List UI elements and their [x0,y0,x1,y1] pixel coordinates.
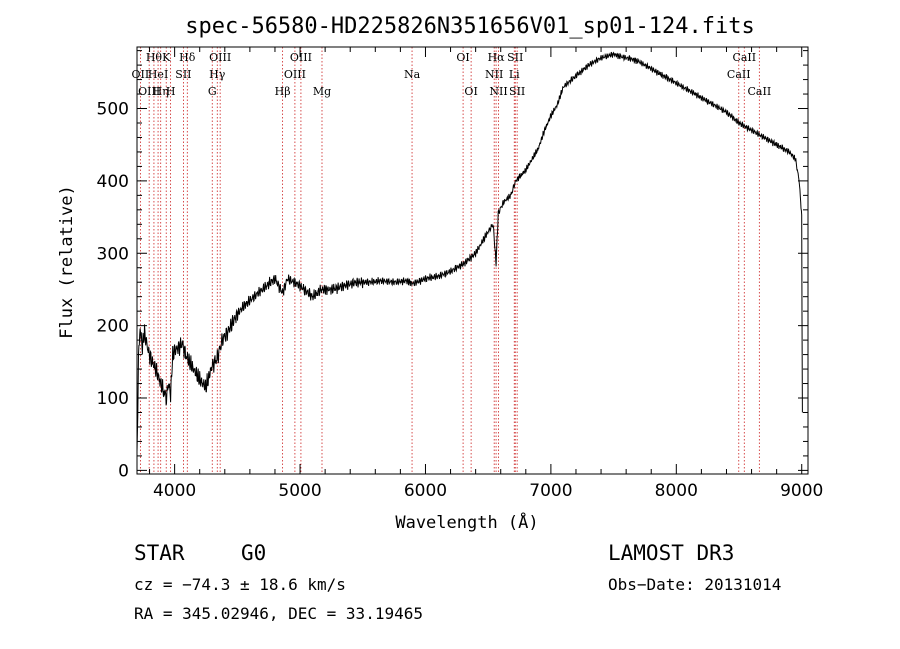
y-axis-label: Flux (relative) [57,185,77,339]
line-label-24: SII [509,85,525,98]
line-label-13: OIII [284,68,306,81]
line-label-18: OI [464,85,477,98]
line-label-17: OI [456,51,469,64]
line-label-10: Hγ [209,68,226,81]
line-label-1: OIII [138,85,160,98]
object-class: STAR [134,541,185,565]
plot-frame [136,46,809,475]
x-tick-label-2: 6000 [404,481,447,501]
survey-name: LAMOST DR3 [608,541,734,565]
line-label-26: CaII [732,51,756,64]
line-label-14: OIII [290,51,312,64]
line-label-0: OII [132,68,150,81]
object-subclass: G0 [241,541,266,565]
y-tick-label-2: 200 [97,317,129,337]
line-label-27: CaII [748,85,772,98]
line-label-12: Hβ [275,85,291,98]
line-label-3: HeI [148,68,168,81]
x-tick-label-3: 7000 [529,481,572,501]
y-tick-label-1: 100 [97,389,129,409]
line-label-15: Mg [313,85,331,98]
line-label-25: CaII [727,68,751,81]
x-tick-label-4: 8000 [655,481,698,501]
line-label-21: NII [489,85,507,98]
redshift-text: cz = −74.3 ± 18.6 km/s [134,575,346,594]
obs-date: Obs−Date: 20131014 [608,575,781,594]
x-tick-label-0: 4000 [153,481,196,501]
y-tick-label-0: 0 [118,461,129,481]
line-label-22: Li [509,68,520,81]
line-label-4: Hη [153,85,169,98]
spectrum-line [136,51,803,452]
x-axis-label: Wavelength (Å) [395,511,538,533]
line-label-11: OIII [209,51,231,64]
x-axis-ticks: 4000 5000 6000 7000 8000 9000 [149,47,823,501]
y-tick-label-4: 400 [97,172,129,192]
line-labels: OII OIII Hθ HeI Hη K H SII Hδ G Hγ OIII Hβ OIII OIII Mg… [132,51,772,98]
line-label-8: Hδ [179,51,196,64]
x-tick-label-1: 5000 [278,481,321,501]
coordinates: RA = 345.02946, DEC = 33.19465 [134,604,423,623]
line-label-6: H [166,85,176,98]
line-label-9: G [208,85,217,98]
line-label-23: SII [507,51,523,64]
y-tick-label-3: 300 [97,244,129,264]
line-label-2: Hθ [146,51,163,64]
chart-title: spec-56580-HD225826N351656V01_sp01-124.f… [185,14,755,39]
line-markers [139,47,760,474]
line-label-7: SII [175,68,191,81]
y-tick-label-5: 500 [97,100,129,120]
x-tick-label-5: 9000 [780,481,823,501]
line-label-19: NII [485,68,503,81]
line-label-20: Hα [488,51,506,64]
line-label-16: Na [404,68,421,81]
y-axis-ticks: 0 100 200 300 400 500 [97,50,808,481]
line-label-5: K [162,51,171,64]
